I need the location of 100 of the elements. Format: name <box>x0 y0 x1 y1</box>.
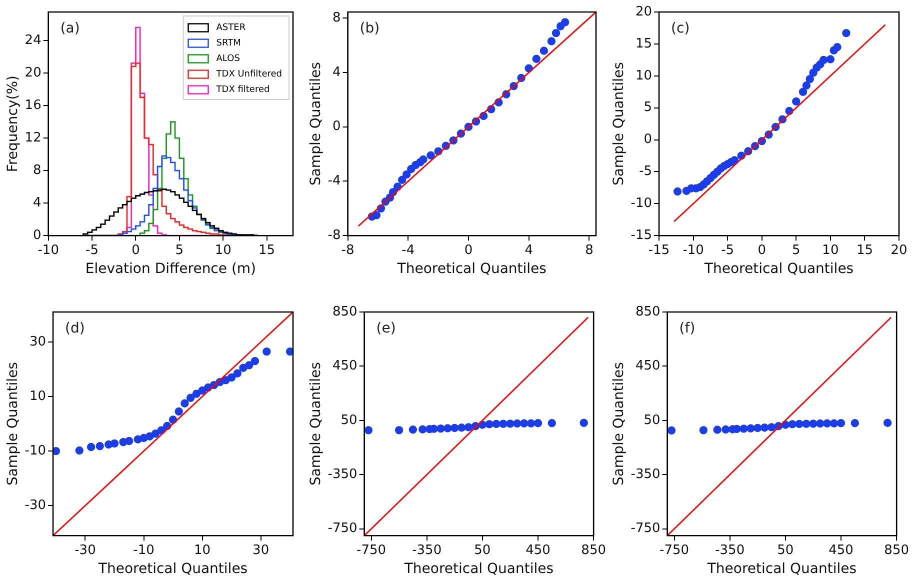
point <box>506 420 514 428</box>
y-tick-label: 50 <box>340 412 358 428</box>
x-axis-title: Theoretical Quantiles <box>97 561 248 578</box>
x-tick-label: 0 <box>758 242 766 258</box>
annotation: (d) <box>65 320 85 337</box>
point <box>580 418 588 427</box>
point <box>180 399 189 408</box>
legend-label: SRTM <box>216 38 241 49</box>
point <box>186 394 195 402</box>
y-tick-label: 15 <box>635 36 652 52</box>
point <box>713 426 722 434</box>
x-axis-title: Elevation Difference (m) <box>85 261 256 278</box>
y-tick-label: -8 <box>328 228 341 243</box>
point <box>754 424 762 432</box>
x-axis-title: Theoretical Quantiles <box>703 261 854 278</box>
x-tick-label: 10 <box>214 242 232 258</box>
y-tick-label: 0 <box>332 119 341 134</box>
x-axis-title: Theoretical Quantiles <box>396 261 546 278</box>
x-tick-label: 5 <box>175 242 184 258</box>
point <box>760 423 769 432</box>
x-tick-label: 8 <box>585 242 594 258</box>
legend-label: TDX filtered <box>215 85 270 96</box>
point <box>520 419 528 428</box>
point <box>151 430 160 438</box>
point <box>485 420 494 428</box>
point <box>809 420 818 428</box>
point <box>96 442 104 450</box>
point <box>850 419 860 428</box>
x-axis-title: Theoretical Quantiles <box>706 561 857 578</box>
y-axis-title: Sample Quantiles <box>308 362 324 486</box>
point <box>492 420 500 428</box>
x-tick-label: -350 <box>412 542 442 558</box>
y-tick-label: 24 <box>24 32 42 48</box>
point <box>245 361 254 370</box>
point <box>830 419 838 428</box>
y-tick-label: 0 <box>33 228 42 243</box>
point <box>444 424 452 432</box>
y-tick-label: 850 <box>635 304 660 320</box>
point <box>730 156 739 164</box>
x-tick-label: -5 <box>86 242 99 258</box>
y-tick-label: -5 <box>639 164 652 180</box>
x-tick-label: -30 <box>74 542 96 558</box>
point <box>816 419 824 428</box>
y-tick-label: 30 <box>29 334 46 350</box>
point <box>823 419 832 428</box>
x-tick-label: 30 <box>252 542 270 558</box>
point <box>833 43 842 52</box>
point <box>110 439 119 448</box>
point <box>806 74 814 84</box>
y-tick-label: 4 <box>33 195 42 210</box>
y-tick-label: 16 <box>24 98 42 113</box>
point <box>792 97 800 106</box>
y-tick-label: -750 <box>328 521 358 536</box>
point <box>436 424 445 433</box>
y-axis-title: Sample Quantiles <box>5 362 22 486</box>
y-axis-title: Sample Quantiles <box>611 62 628 186</box>
y-tick-label: 8 <box>33 162 42 178</box>
point <box>419 155 428 164</box>
point <box>560 18 570 26</box>
y-tick-label: -30 <box>24 498 46 513</box>
point <box>802 420 810 428</box>
x-tick-label: -10 <box>682 242 704 258</box>
point <box>174 407 183 416</box>
point <box>532 54 540 63</box>
point <box>540 46 548 55</box>
point <box>798 88 808 96</box>
point <box>75 446 84 455</box>
y-tick-label: 850 <box>332 304 358 320</box>
x-tick-label: -5 <box>721 242 734 258</box>
x-tick-label: 10 <box>194 542 211 558</box>
point <box>699 426 708 434</box>
point <box>513 419 522 428</box>
point <box>464 423 473 432</box>
x-tick-label: 15 <box>258 242 276 258</box>
annotation: (b) <box>360 20 380 37</box>
point <box>262 347 271 356</box>
legend-label: ASTER <box>216 23 246 34</box>
point <box>722 425 730 434</box>
x-tick-label: 15 <box>856 242 873 258</box>
y-tick-label: -350 <box>328 466 358 482</box>
x-tick-label: 0 <box>132 242 140 258</box>
x-tick-label: 50 <box>777 542 794 558</box>
x-tick-label: 20 <box>890 242 908 258</box>
point <box>552 28 560 38</box>
x-axis-title: Theoretical Quantiles <box>403 561 554 578</box>
y-tick-label: 8 <box>332 10 341 26</box>
point <box>86 442 96 452</box>
point <box>286 347 293 356</box>
x-tick-label: 450 <box>828 542 854 558</box>
point <box>402 170 411 179</box>
y-tick-label: 20 <box>24 65 42 80</box>
annotation: (f) <box>679 320 696 337</box>
x-tick-label: 850 <box>884 542 910 558</box>
point <box>364 426 373 434</box>
point <box>457 423 466 432</box>
x-tick-label: 50 <box>474 542 491 558</box>
point <box>826 55 835 64</box>
point <box>408 426 418 434</box>
y-tick-label: 5 <box>644 100 652 116</box>
y-tick-label: -15 <box>630 228 652 243</box>
